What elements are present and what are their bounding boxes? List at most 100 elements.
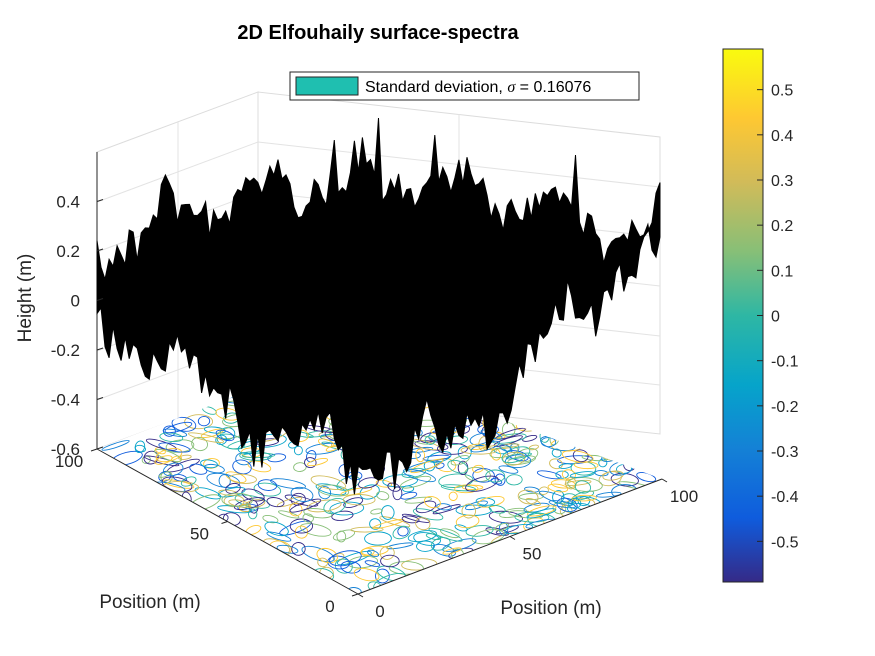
contour-line	[228, 499, 251, 508]
colorbar-tick-label: -0.5	[771, 534, 799, 551]
contour-line	[561, 450, 594, 463]
contour-line	[524, 486, 540, 493]
contour-line	[436, 442, 468, 455]
legend-label: Standard deviation, σ = 0.16076	[365, 79, 591, 96]
contour-line	[264, 521, 289, 537]
contour-line	[581, 454, 609, 462]
contour-line	[154, 455, 173, 465]
contour-line	[257, 479, 278, 491]
contour-line	[494, 523, 510, 531]
legend: Standard deviation, σ = 0.16076	[289, 71, 640, 101]
contour-line	[548, 500, 576, 509]
contour-line	[229, 473, 257, 484]
contour-line	[514, 511, 550, 523]
contour-line	[361, 545, 389, 556]
contour-line	[306, 450, 317, 463]
contour-line	[215, 434, 228, 445]
y-axis-ticks: 0 50 100	[55, 448, 359, 616]
contour-line	[402, 468, 436, 483]
y-tick-label: 50	[190, 525, 209, 544]
contour-line	[488, 504, 506, 514]
contour-line	[301, 545, 335, 563]
contour-line	[472, 464, 484, 473]
contour-line	[184, 414, 214, 430]
y-tick-mark	[351, 593, 359, 597]
contour-line	[513, 408, 534, 418]
y-tick-mark	[90, 448, 98, 452]
contour-line	[302, 513, 314, 523]
contour-line	[401, 485, 415, 493]
contour-line	[159, 432, 184, 443]
contour-line	[293, 462, 307, 472]
colorbar-tick-label: 0	[771, 309, 780, 326]
contour-line	[552, 490, 565, 504]
contour-line	[506, 450, 529, 462]
contour-line	[392, 486, 403, 501]
contour-line	[180, 476, 197, 487]
contour-line	[552, 502, 567, 515]
contour-line	[241, 488, 265, 502]
contour-line	[540, 437, 557, 448]
contour-line	[567, 477, 603, 492]
contour-line	[291, 542, 306, 556]
contour-line	[370, 508, 383, 515]
contour-line	[517, 409, 547, 420]
contour-line	[266, 497, 285, 508]
contour-line	[215, 429, 235, 442]
contour-line	[388, 561, 424, 575]
contour-line	[188, 432, 224, 443]
contour-line	[499, 444, 513, 452]
contour-line	[293, 445, 303, 456]
contour-line	[477, 495, 505, 508]
contour-line	[498, 465, 519, 474]
contour-line	[154, 448, 182, 463]
legend-swatch	[295, 76, 359, 96]
x-tick-label: 0	[375, 602, 384, 621]
contour-line	[495, 525, 519, 535]
z-tick-mark	[96, 347, 104, 351]
contour-line	[101, 440, 130, 451]
colorbar-tick-label: 0.1	[771, 263, 793, 280]
contour-line	[290, 492, 306, 506]
contour-line	[558, 463, 573, 469]
z-tick-mark	[96, 248, 104, 252]
contour-line	[162, 425, 176, 437]
contour-line	[561, 469, 576, 481]
contour-line	[353, 567, 380, 582]
contour-line	[318, 485, 332, 500]
contour-line	[432, 504, 461, 515]
contour-line	[415, 448, 426, 463]
legend-sigma: σ	[507, 79, 516, 96]
contour-line	[472, 468, 495, 483]
contour-line	[221, 492, 254, 507]
contour-line	[455, 514, 480, 529]
contour-line	[376, 491, 390, 501]
contour-line	[143, 455, 180, 467]
contour-line	[447, 459, 469, 474]
contour-line	[461, 503, 477, 519]
x-tick-label: 100	[670, 487, 698, 506]
contour-line	[364, 531, 392, 546]
contour-line	[266, 531, 292, 542]
contour-line	[372, 518, 405, 530]
contour-line	[191, 436, 208, 452]
contour-line	[299, 523, 332, 537]
contour-line	[294, 525, 309, 539]
y-tick-label: 0	[325, 597, 334, 616]
colorbar-tick-label: 0.5	[771, 83, 793, 100]
x-axis-ticks: 0 50 100	[357, 478, 698, 621]
colorbar-tick-label: 0.2	[771, 218, 793, 235]
contour-line	[375, 479, 393, 488]
contour-line	[334, 558, 353, 574]
z-tick-label: 0.2	[56, 242, 80, 261]
z-tick-mark	[96, 298, 104, 301]
height-surface	[96, 117, 661, 495]
z-tick-label: -0.4	[51, 391, 80, 410]
contour-line	[189, 463, 208, 475]
chart-title: 2D Elfouhaily surface-spectra	[237, 22, 519, 44]
contour-line	[440, 484, 476, 492]
contour-line	[317, 484, 350, 497]
contour-line	[471, 529, 505, 545]
colorbar-tick-label: -0.1	[771, 354, 799, 371]
